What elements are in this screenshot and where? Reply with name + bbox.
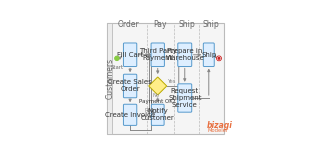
Text: Prepare in
Warehouse: Prepare in Warehouse (165, 48, 204, 61)
Text: Ship: Ship (201, 52, 216, 58)
Circle shape (115, 57, 119, 60)
Text: bizagi: bizagi (207, 121, 233, 129)
Text: Pay: Pay (154, 20, 167, 29)
Text: Fill Cart: Fill Cart (117, 52, 143, 58)
Text: Customers: Customers (105, 58, 114, 99)
Text: Request
Shipment
Service: Request Shipment Service (168, 88, 202, 108)
Text: Ship: Ship (202, 20, 219, 29)
Text: Yes: Yes (168, 79, 176, 84)
FancyBboxPatch shape (123, 74, 137, 98)
FancyBboxPatch shape (107, 23, 224, 134)
Polygon shape (149, 77, 167, 95)
FancyBboxPatch shape (123, 104, 137, 125)
FancyBboxPatch shape (178, 43, 192, 66)
Text: No: No (153, 93, 160, 98)
Circle shape (218, 57, 220, 60)
Text: Create Invoice: Create Invoice (105, 112, 155, 118)
FancyBboxPatch shape (203, 43, 214, 66)
Text: Third Party
Payment: Third Party Payment (139, 48, 177, 61)
Text: Order: Order (118, 20, 140, 29)
FancyBboxPatch shape (123, 43, 137, 66)
FancyBboxPatch shape (151, 43, 164, 66)
Text: Notify
Customer: Notify Customer (141, 108, 175, 121)
Circle shape (217, 56, 221, 61)
Text: Create Sales
Order: Create Sales Order (108, 80, 152, 93)
Circle shape (115, 56, 119, 61)
FancyBboxPatch shape (151, 104, 164, 125)
Text: Payment OK?: Payment OK? (140, 99, 176, 104)
Circle shape (218, 58, 220, 59)
Text: Start: Start (110, 65, 123, 70)
FancyBboxPatch shape (107, 23, 112, 134)
FancyBboxPatch shape (178, 84, 192, 112)
Text: Modeler: Modeler (207, 128, 229, 133)
Text: Retry: Retry (144, 108, 159, 113)
Text: Ship: Ship (178, 20, 195, 29)
